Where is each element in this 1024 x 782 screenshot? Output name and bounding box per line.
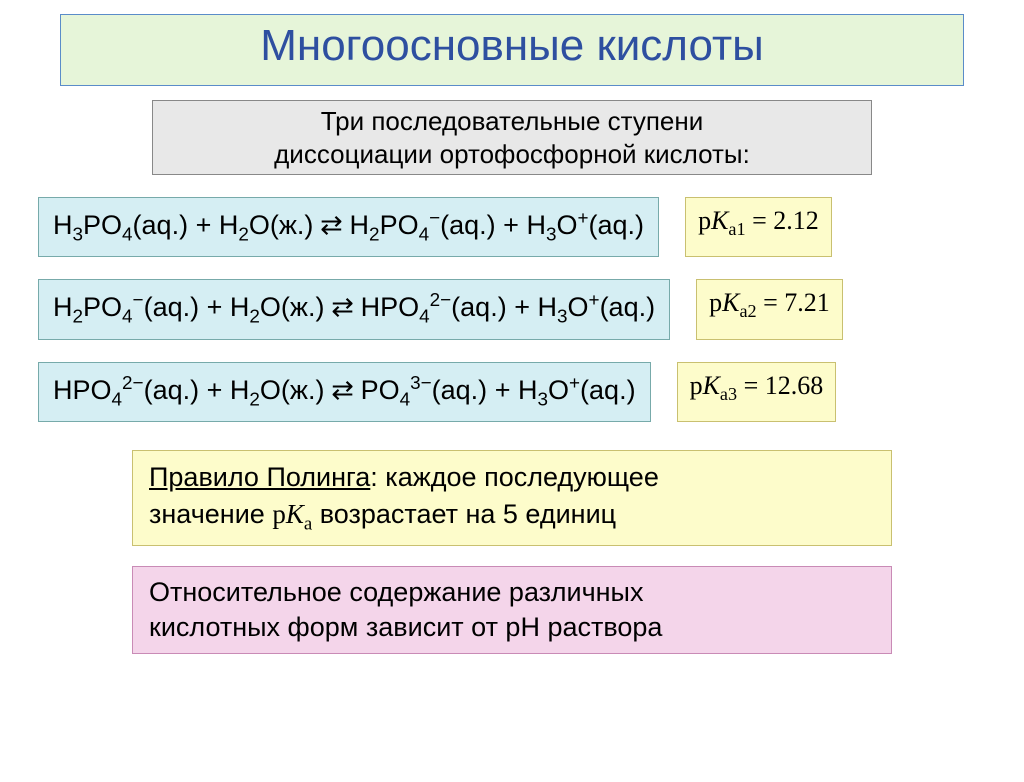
equation-row-3: HPO42−(aq.) + H2O(ж.) ⇄ PO43−(aq.) + H3O… [38,362,1024,422]
equation-1: H3PO4(aq.) + H2O(ж.) ⇄ H2PO4−(aq.) + H3O… [38,197,659,257]
pka-1: pKa1 = 2.12 [685,197,832,257]
pauling-rule: Правило Полинга: каждое последующее знач… [132,450,892,545]
subtitle-l1: Три последовательные ступени [321,106,704,136]
relative-content-note: Относительное содержание различных кисло… [132,566,892,654]
subtitle-l2: диссоциации ортофосфорной кислоты: [274,139,750,169]
equation-row-2: H2PO4−(aq.) + H2O(ж.) ⇄ HPO42−(aq.) + H3… [38,279,1024,339]
rel-l1: Относительное содержание различных [149,577,643,607]
rule-head: Правило Полинга [149,462,370,492]
pka-2: pKa2 = 7.21 [696,279,843,339]
equation-3: HPO42−(aq.) + H2O(ж.) ⇄ PO43−(aq.) + H3O… [38,362,651,422]
subtitle: Три последовательные ступени диссоциации… [152,100,872,175]
rel-l2: кислотных форм зависит от рН раствора [149,612,662,642]
equation-2: H2PO4−(aq.) + H2O(ж.) ⇄ HPO42−(aq.) + H3… [38,279,670,339]
title-text: Многоосновные кислоты [260,21,764,70]
equation-row-1: H3PO4(aq.) + H2O(ж.) ⇄ H2PO4−(aq.) + H3O… [38,197,1024,257]
pka-3: pKa3 = 12.68 [677,362,837,422]
slide-title: Многоосновные кислоты [60,14,964,86]
